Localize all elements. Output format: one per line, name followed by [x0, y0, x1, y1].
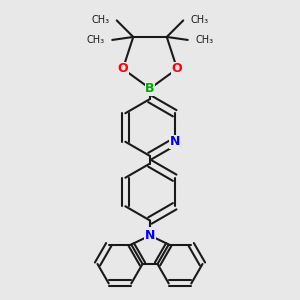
Text: N: N — [145, 227, 155, 241]
Text: CH₃: CH₃ — [91, 15, 109, 26]
Text: N: N — [169, 135, 180, 148]
Text: CH₃: CH₃ — [191, 15, 209, 26]
Text: B: B — [145, 82, 155, 95]
Text: N: N — [145, 229, 155, 242]
Text: CH₃: CH₃ — [87, 35, 105, 45]
Text: O: O — [172, 62, 182, 75]
Text: CH₃: CH₃ — [195, 35, 213, 45]
Text: O: O — [118, 62, 128, 75]
